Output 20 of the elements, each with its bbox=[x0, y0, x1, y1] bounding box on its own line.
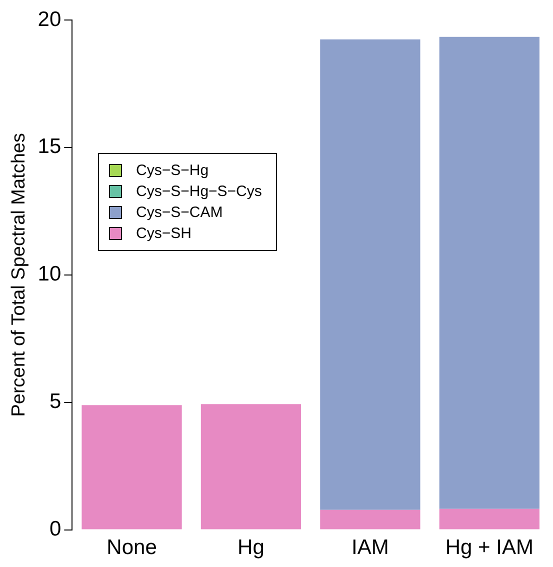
x-tick-label: Hg bbox=[238, 536, 264, 560]
legend-label: Cys−S−Hg−S−Cys bbox=[136, 182, 262, 202]
bar bbox=[439, 36, 540, 509]
bar bbox=[82, 405, 182, 530]
bar bbox=[320, 510, 420, 530]
y-tick-label: 10 bbox=[38, 262, 62, 286]
legend-label: Cys−S−CAM bbox=[136, 203, 223, 223]
bar bbox=[320, 39, 420, 510]
legend-label: Cys−S−Hg bbox=[136, 161, 209, 181]
x-tick-label: IAM bbox=[352, 536, 389, 560]
x-tick-label: None bbox=[106, 536, 157, 560]
y-tick-label: 5 bbox=[49, 390, 62, 414]
y-tick-label: 0 bbox=[49, 518, 62, 541]
legend-label: Cys−SH bbox=[136, 224, 192, 244]
x-tick-label: Hg + IAM bbox=[445, 536, 534, 560]
bar bbox=[200, 404, 302, 530]
y-axis-title: Percent of Total Spectral Matches bbox=[8, 133, 30, 417]
bar bbox=[439, 508, 540, 530]
y-tick-label: 15 bbox=[38, 135, 62, 158]
y-tick-label: 20 bbox=[38, 8, 62, 31]
